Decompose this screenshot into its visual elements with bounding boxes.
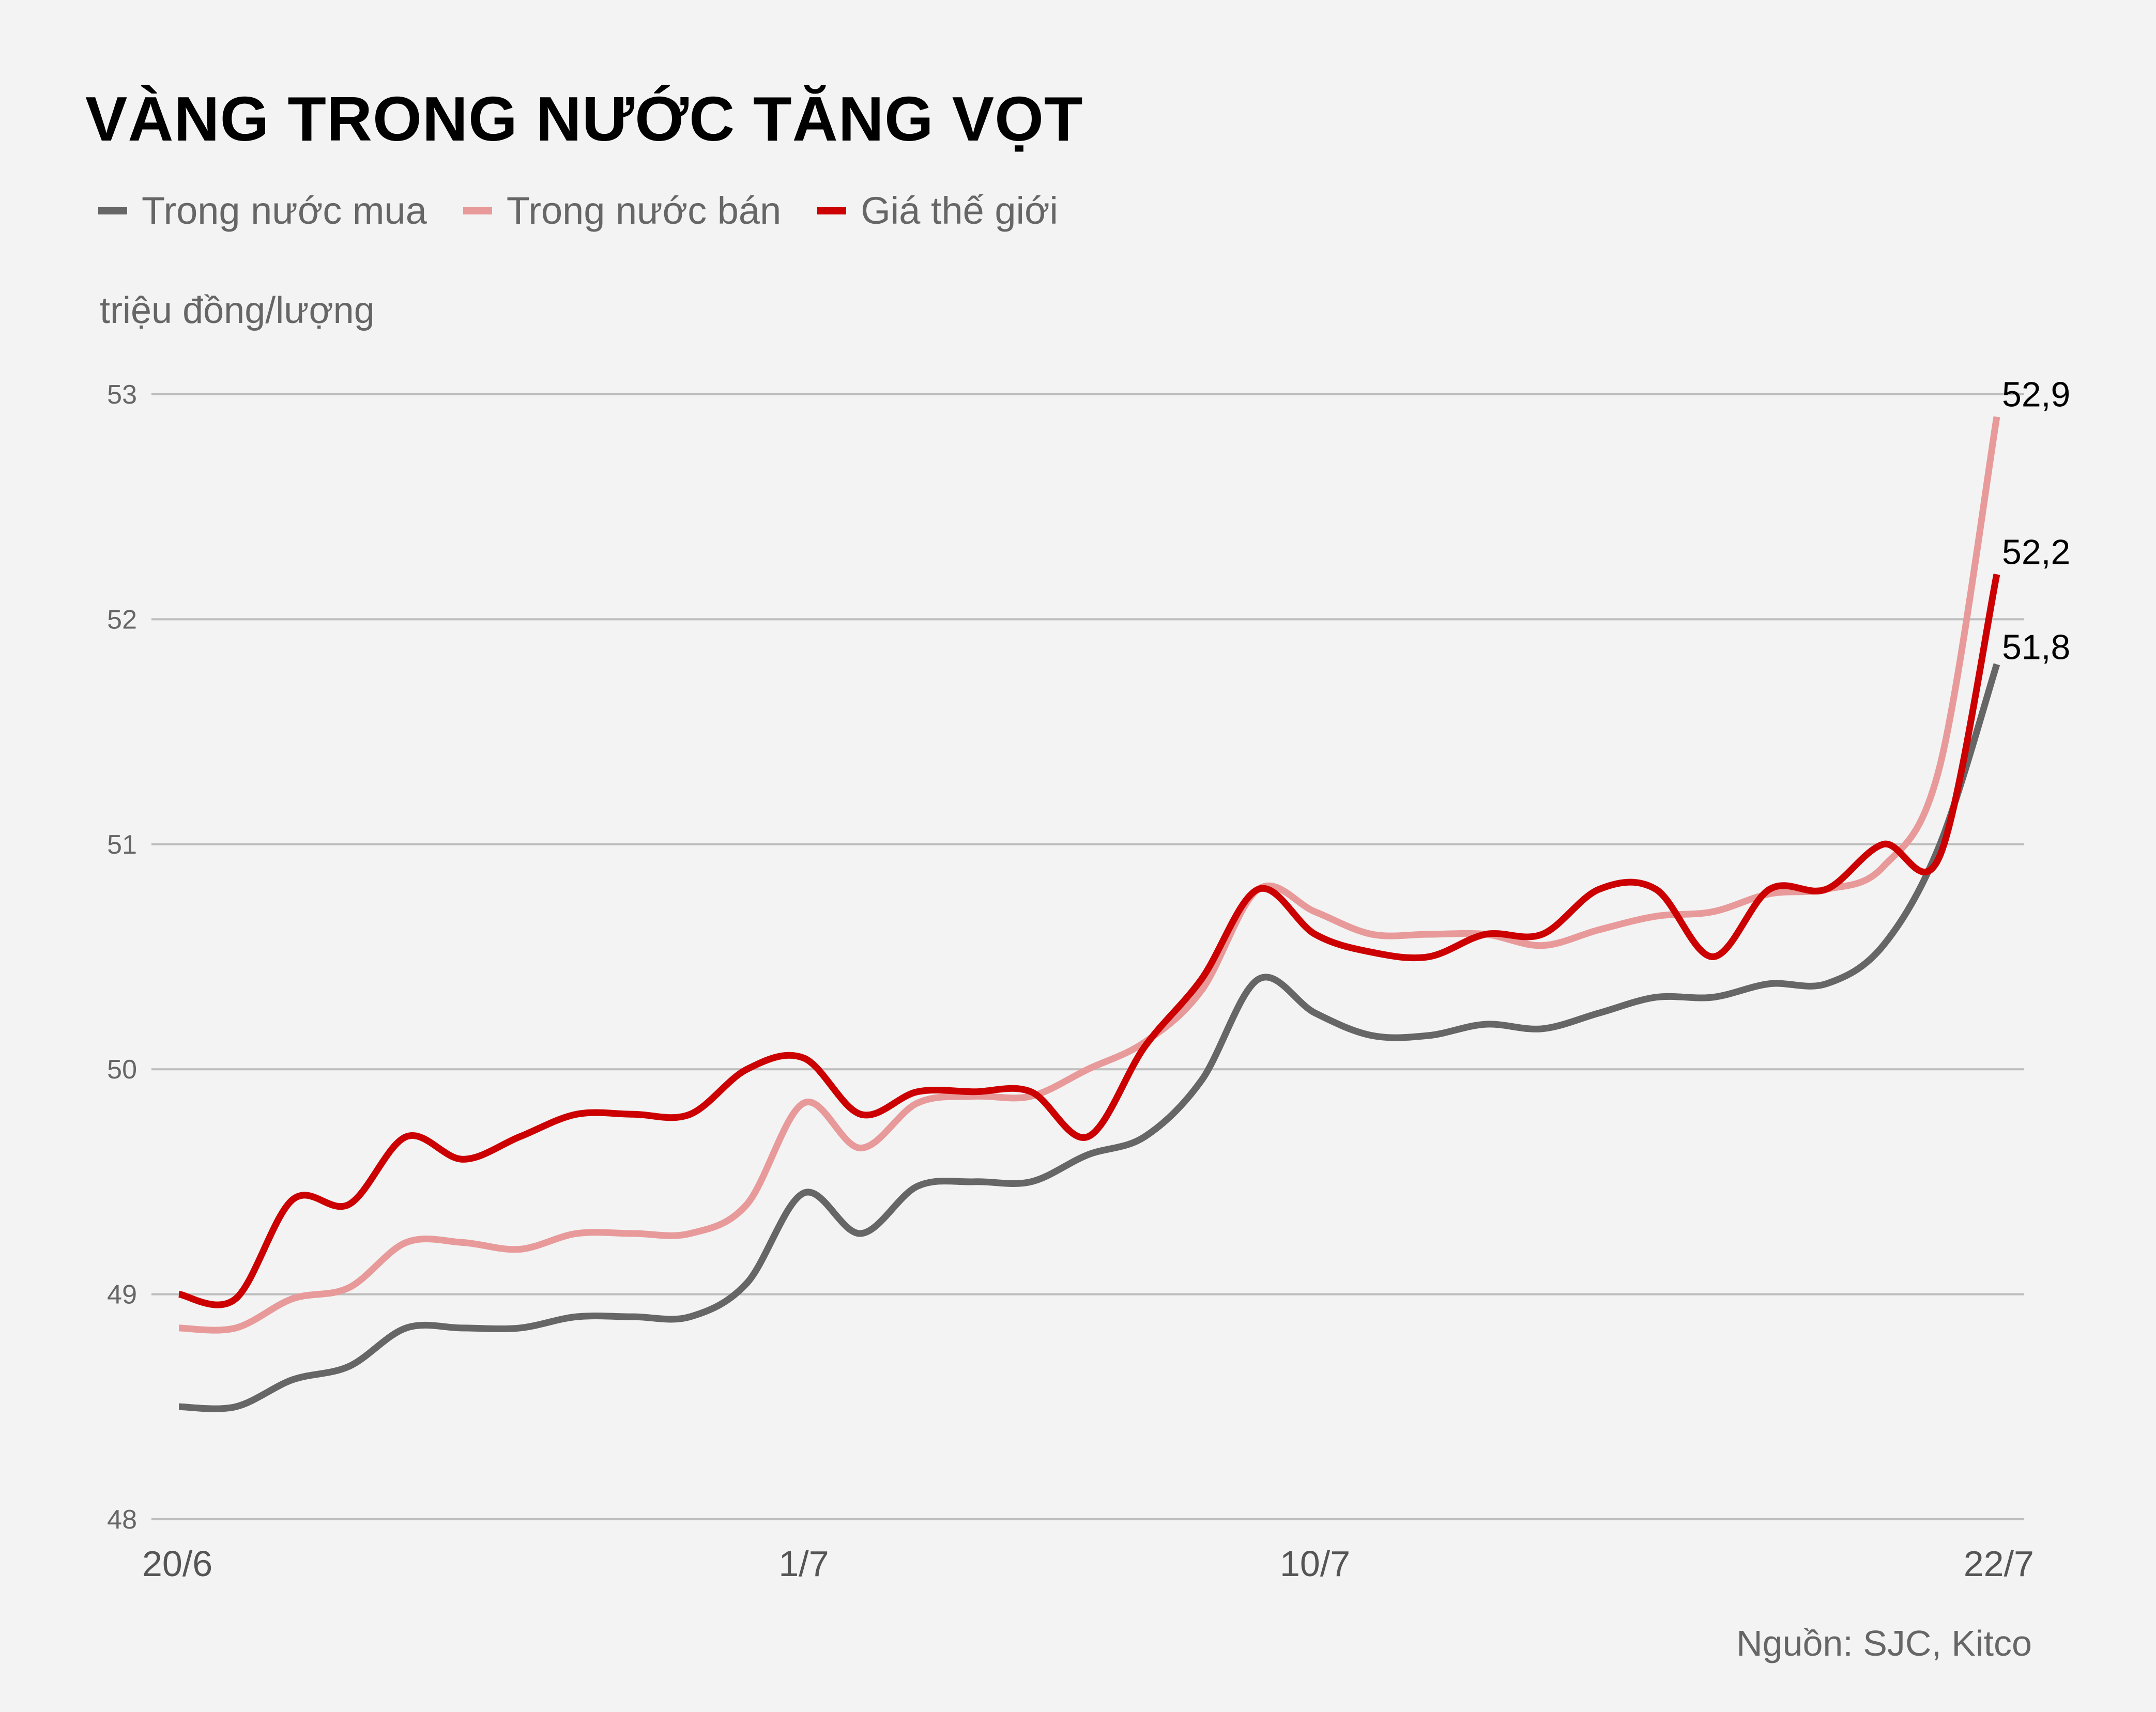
legend-label-the-gioi: Giá thế giới (861, 189, 1058, 232)
legend-label-mua: Trong nước mua (142, 189, 427, 232)
end-value-label: 51,8 (2002, 627, 2070, 667)
end-value-label: 52,9 (2002, 375, 2070, 414)
end-value-label: 52,2 (2002, 532, 2070, 572)
chart-title: VÀNG TRONG NƯỚC TĂNG VỌT (85, 84, 1083, 154)
legend-swatch-ban (463, 207, 492, 214)
x-tick-label: 10/7 (1280, 1544, 1350, 1584)
legend-item-the-gioi: Giá thế giới (817, 189, 1058, 233)
series-line-0 (178, 663, 2000, 1412)
y-tick-label: 48 (107, 1505, 137, 1535)
y-tick-label: 53 (107, 380, 137, 410)
legend-item-ban: Trong nước bán (463, 189, 781, 233)
y-tick-label: 52 (107, 605, 137, 635)
legend-item-mua: Trong nước mua (98, 189, 427, 233)
y-tick-label: 49 (107, 1280, 137, 1310)
x-tick-label: 22/7 (1964, 1544, 2034, 1584)
x-tick-label: 20/6 (142, 1544, 212, 1584)
legend-label-ban: Trong nước bán (506, 189, 782, 232)
x-tick-label: 1/7 (778, 1544, 829, 1584)
legend-swatch-the-gioi (817, 207, 847, 214)
series-line-2 (178, 574, 2000, 1308)
y-tick-label: 50 (107, 1055, 137, 1085)
y-tick-label: 51 (107, 830, 137, 860)
legend-swatch-mua (98, 207, 127, 214)
y-axis-unit-label: triệu đồng/lượng (100, 290, 375, 331)
source-note: Nguồn: SJC, Kitco (1736, 1623, 2032, 1663)
legend: Trong nước mua Trong nước bán Giá thế gi… (98, 189, 1058, 233)
series-line-1 (178, 416, 2000, 1334)
